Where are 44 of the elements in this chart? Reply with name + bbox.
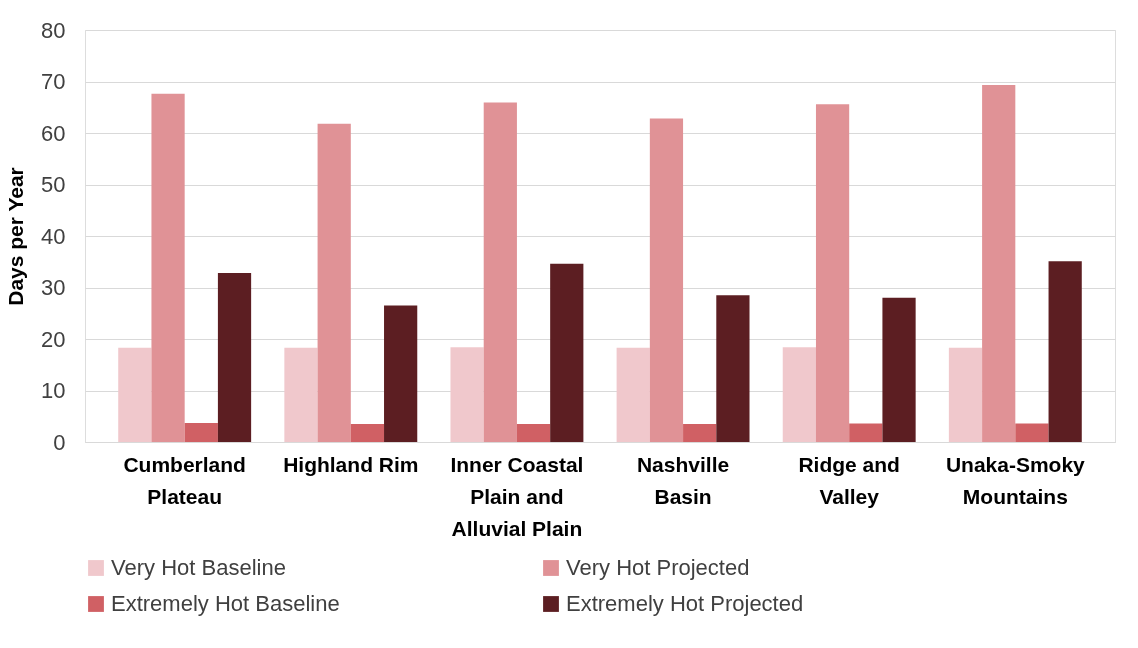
bar: [384, 305, 418, 442]
bar: [317, 123, 351, 442]
bar: [1048, 261, 1082, 442]
bar: [849, 423, 883, 442]
bar: [1015, 423, 1049, 442]
y-tick-label: 0: [53, 429, 66, 455]
bar: [483, 102, 517, 442]
bar: [649, 118, 684, 442]
bar: [982, 85, 1016, 442]
x-tick-label: Highland Rim: [283, 452, 419, 476]
bar: [782, 347, 816, 442]
y-tick-label: 50: [41, 172, 66, 197]
x-tick-label: Nashville Basin: [636, 452, 730, 508]
bar: [184, 422, 218, 442]
bar: [683, 423, 717, 442]
bar: [151, 93, 185, 442]
bar: [815, 104, 850, 442]
legend-label: Extremely Hot Baseline: [111, 591, 340, 616]
y-tick-label: 60: [41, 120, 66, 146]
legend-label: Extremely Hot Projected: [566, 591, 804, 616]
legend-label: Very Hot Projected: [566, 555, 750, 580]
bar: [550, 263, 584, 442]
bar: [217, 273, 252, 442]
y-tick-label: 40: [41, 223, 66, 249]
bar: [716, 295, 750, 442]
bar: [516, 423, 551, 442]
x-tick-label: Ridge and Valley: [798, 452, 900, 508]
bar: [118, 347, 152, 442]
bar: [350, 423, 385, 442]
y-axis-title: Days per Year: [4, 167, 28, 306]
bar: [284, 347, 318, 442]
y-tick-label: 30: [41, 275, 66, 300]
x-tick-label: Unaka-Smoky Mountains: [945, 452, 1086, 508]
y-tick-label: 70: [41, 69, 66, 94]
y-tick-label: 80: [41, 17, 66, 43]
y-tick-label: 20: [41, 326, 66, 352]
x-tick-label: Inner Coastal Plain and Alluvial Plain: [450, 452, 584, 540]
bar: [948, 347, 983, 442]
bar: [882, 297, 916, 442]
legend-label: Very Hot Baseline: [111, 555, 286, 580]
y-tick-label: 10: [41, 378, 66, 403]
x-tick-label: Cumberland Plateau: [123, 452, 246, 508]
bar: [450, 347, 484, 442]
bar: [616, 347, 650, 442]
